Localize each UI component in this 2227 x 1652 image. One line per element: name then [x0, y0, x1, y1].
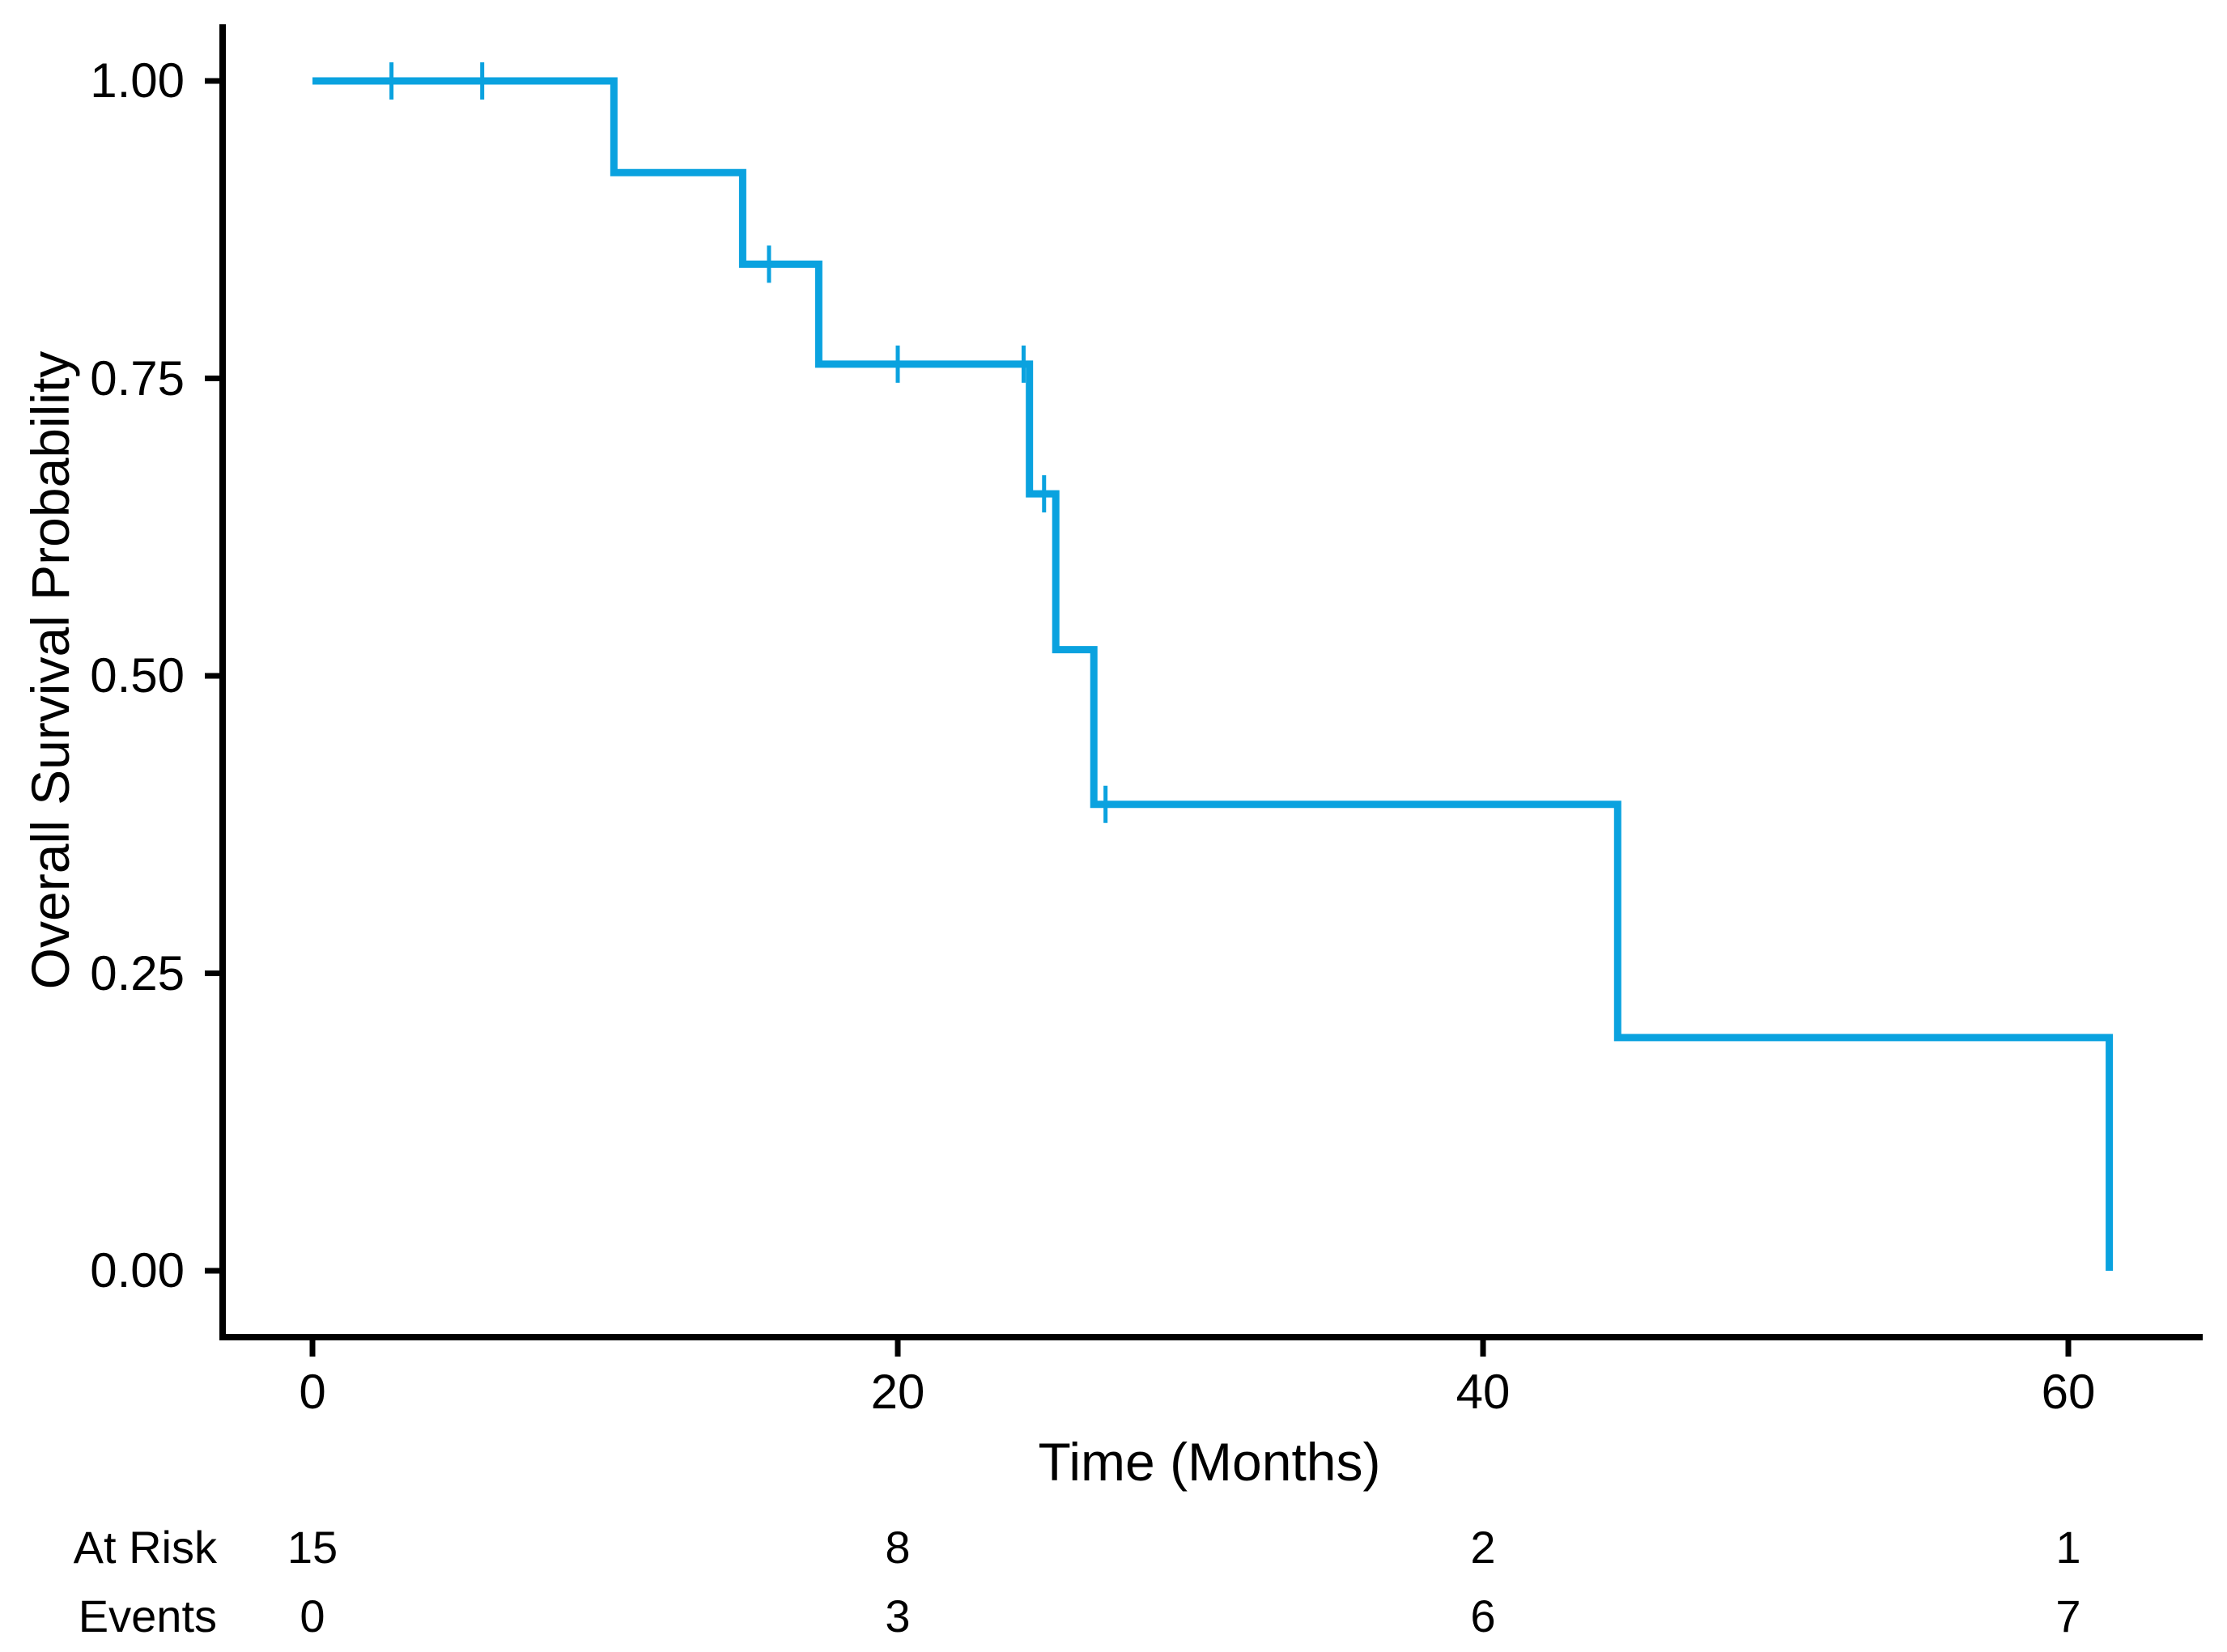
at-risk-count: 15: [287, 1522, 338, 1573]
x-tick-label: 60: [2041, 1365, 2096, 1419]
at-risk-count: 8: [885, 1522, 911, 1573]
x-tick-label: 40: [1456, 1365, 1511, 1419]
km-step-curve: [312, 77, 2114, 1271]
at-risk-count: 1: [2055, 1522, 2081, 1573]
x-axis-title: Time (Months): [1038, 1432, 1381, 1492]
risk-table-row-label-at-risk: At Risk: [73, 1522, 217, 1573]
x-tick-label: 20: [870, 1365, 925, 1419]
events-count: 6: [1470, 1590, 1496, 1641]
risk-table-row-label-events: Events: [78, 1590, 217, 1641]
events-count: 0: [300, 1590, 325, 1641]
events-count: 7: [2055, 1590, 2081, 1641]
y-tick-label: 0.50: [90, 648, 185, 703]
x-tick-label: 0: [299, 1365, 326, 1419]
events-count: 3: [885, 1590, 911, 1641]
y-tick-label: 0.00: [90, 1243, 185, 1297]
y-tick-label: 0.25: [90, 945, 185, 1000]
y-tick-label: 0.75: [90, 350, 185, 406]
at-risk-count: 2: [1470, 1522, 1496, 1573]
y-tick-label: 1.00: [90, 53, 185, 108]
